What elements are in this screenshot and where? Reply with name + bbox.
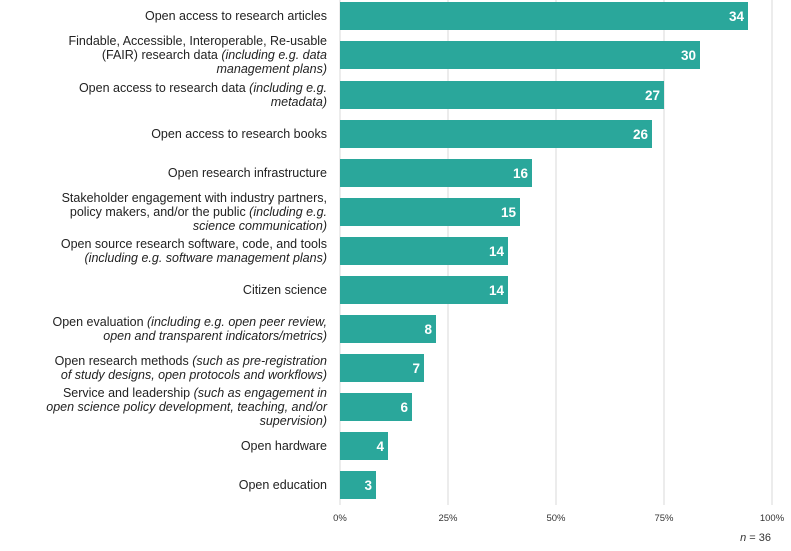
bar-value-label: 26 — [633, 127, 649, 142]
category-label-fragment: Open education — [239, 478, 327, 492]
category-label-fragment: Open research infrastructure — [168, 166, 327, 180]
category-label-fragment: policy makers, and/or the public — [70, 205, 249, 219]
bar — [340, 198, 520, 226]
bar — [340, 120, 652, 148]
bar-value-label: 4 — [376, 439, 384, 454]
x-tick-label: 100% — [760, 513, 785, 524]
category-label: Citizen science — [243, 283, 327, 297]
bar-value-label: 6 — [400, 400, 408, 415]
category-label-fragment: Stakeholder engagement with industry par… — [62, 191, 327, 205]
category-label: Open access to research articles — [145, 9, 327, 23]
category-label-fragment: (including e.g. — [249, 205, 327, 219]
category-label-fragment: Open evaluation — [53, 315, 148, 329]
bar-value-label: 14 — [489, 283, 505, 298]
bar-value-label: 27 — [645, 88, 660, 103]
bar — [340, 237, 508, 265]
bar-value-label: 34 — [729, 9, 745, 24]
bar-value-label: 15 — [501, 205, 517, 220]
category-label-fragment: Open access to research books — [151, 127, 327, 141]
category-labels: Open access to research articles Findable… — [46, 9, 328, 492]
bar — [340, 315, 436, 343]
category-label-fragment: Citizen science — [243, 283, 327, 297]
bar — [340, 41, 700, 69]
x-tick-label: 75% — [654, 513, 674, 524]
category-label-fragment: management plans) — [217, 62, 327, 76]
category-label-fragment: Service and leadership — [63, 386, 194, 400]
category-label-fragment: (including e.g. open peer review, — [147, 315, 327, 329]
category-label-fragment: supervision) — [260, 414, 327, 428]
bar-value-label: 16 — [513, 166, 529, 181]
category-label-fragment: Open access to research articles — [145, 9, 327, 23]
category-label-fragment: (such as engagement in — [194, 386, 327, 400]
bar-value-label: 3 — [364, 478, 372, 493]
bar-value-label: 8 — [424, 322, 432, 337]
x-axis-ticks: 0% 25% 50% 75% 100% — [333, 513, 785, 524]
bar — [340, 2, 748, 30]
bar — [340, 471, 376, 499]
category-label: Open research infrastructure — [168, 166, 327, 180]
category-label-fragment: Findable, Accessible, Interoperable, Re-… — [69, 34, 328, 48]
bar — [340, 81, 664, 109]
category-label-fragment: (including e.g. software management plan… — [85, 251, 328, 265]
bar-value-label: 14 — [489, 244, 505, 259]
category-label: Open evaluation (including e.g. open pee… — [53, 315, 328, 343]
bar-value-label: 30 — [681, 48, 696, 63]
x-tick-label: 0% — [333, 513, 347, 524]
category-label: Open access to research books — [151, 127, 327, 141]
category-label-fragment: metadata) — [271, 95, 327, 109]
category-label: Open research methods (such as pre-regis… — [55, 354, 327, 382]
category-label: Open access to research data (including … — [79, 81, 327, 109]
category-label: Open hardware — [241, 439, 327, 453]
category-label: Open source research software, code, and… — [61, 237, 327, 265]
category-label-fragment: Open source research software, code, and… — [61, 237, 327, 251]
bar — [340, 276, 508, 304]
x-tick-label: 50% — [546, 513, 566, 524]
category-label-fragment: (FAIR) research data — [102, 48, 222, 62]
bar — [340, 393, 412, 421]
n-symbol: n — [740, 532, 747, 544]
n-value: = 36 — [749, 532, 771, 544]
bar — [340, 159, 532, 187]
bars: 34 30 27 26 16 15 14 14 8 7 6 4 3 — [340, 2, 748, 499]
category-label-fragment: open and transparent indicators/metrics) — [103, 329, 327, 343]
category-label-fragment: (including e.g. — [249, 81, 327, 95]
sample-size-note: n = 36 — [740, 532, 771, 544]
bar-value-label: 7 — [412, 361, 420, 376]
category-label-fragment: Open hardware — [241, 439, 327, 453]
bar — [340, 354, 424, 382]
category-label-fragment: of study designs, open protocols and wor… — [61, 368, 327, 382]
category-label: Stakeholder engagement with industry par… — [62, 191, 327, 233]
category-label: Service and leadership (such as engageme… — [46, 386, 328, 428]
category-label: Open education — [239, 478, 327, 492]
x-tick-label: 25% — [438, 513, 458, 524]
category-label-fragment: Open access to research data — [79, 81, 249, 95]
category-label-fragment: science communication) — [193, 219, 327, 233]
category-label-fragment: (such as pre-registration — [192, 354, 327, 368]
category-label-fragment: (including e.g. data — [221, 48, 327, 62]
category-label: Findable, Accessible, Interoperable, Re-… — [69, 34, 328, 76]
bar — [340, 432, 388, 460]
category-label-fragment: open science policy development, teachin… — [46, 400, 328, 414]
category-label-fragment: Open research methods — [55, 354, 193, 368]
